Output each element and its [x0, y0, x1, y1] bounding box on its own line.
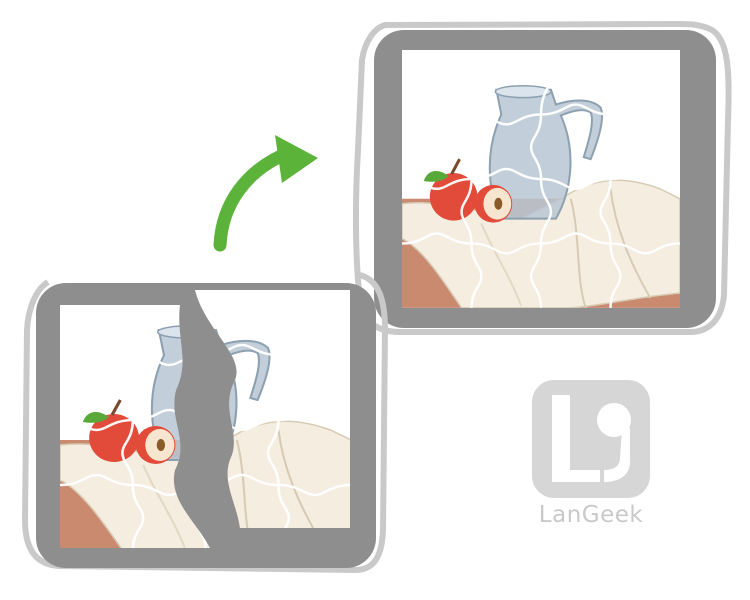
- langeek-logo: [532, 380, 650, 498]
- arrow-icon: [213, 135, 318, 252]
- unfinished-puzzle: [21, 272, 389, 574]
- completed-puzzle-image: [402, 50, 680, 308]
- logo-text: LanGeek: [538, 502, 644, 528]
- completed-puzzle: [352, 20, 732, 335]
- completed-puzzle-frame-shadow: [352, 20, 732, 335]
